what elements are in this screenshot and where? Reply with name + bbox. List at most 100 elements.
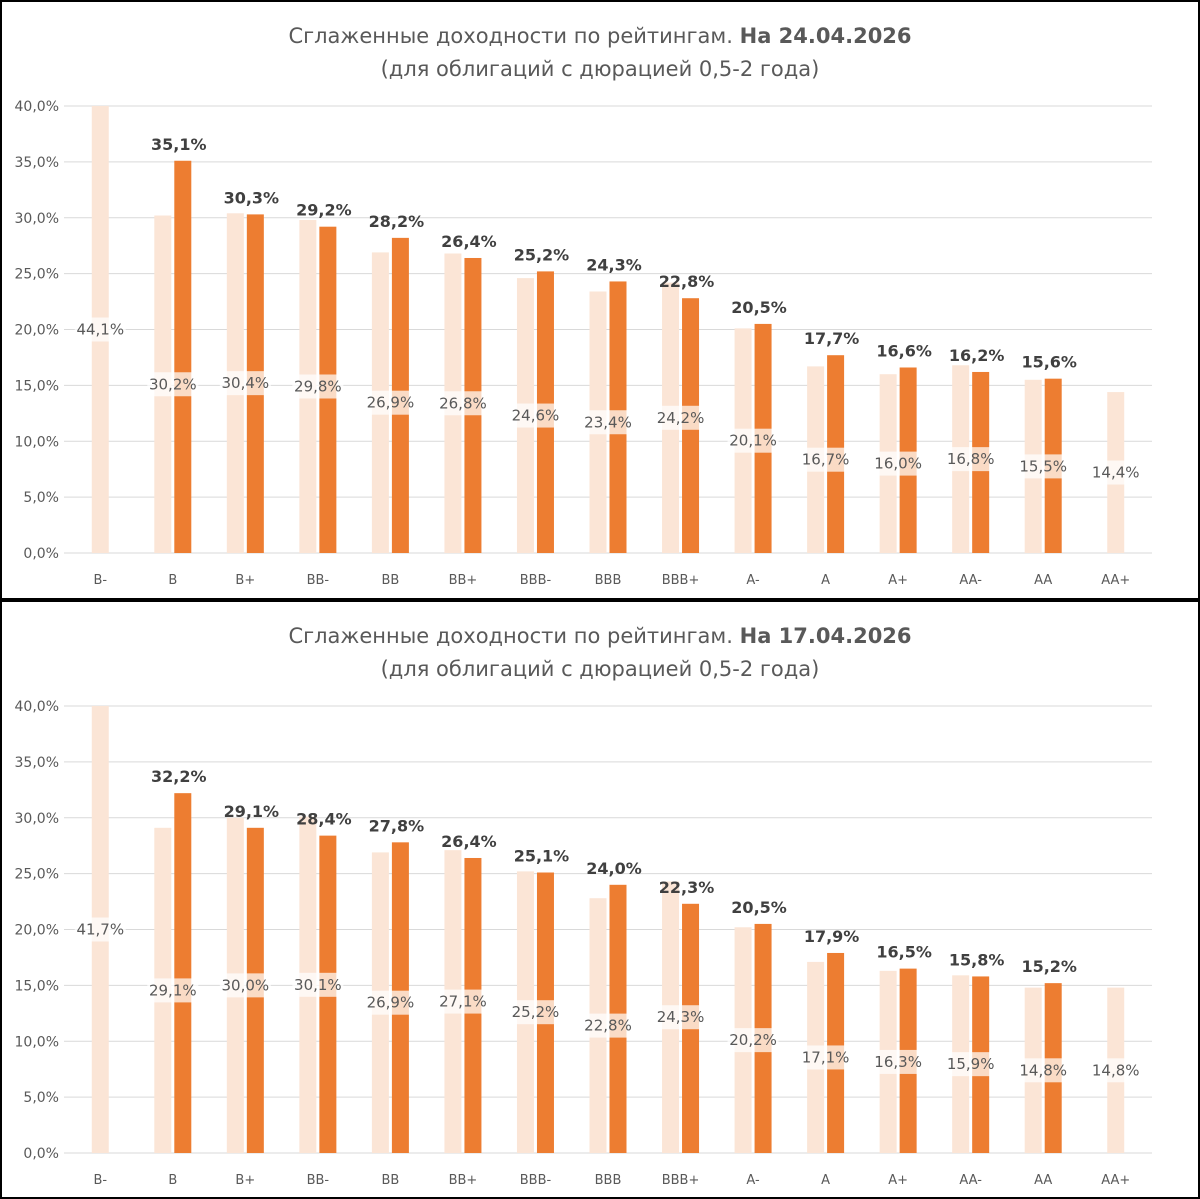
previous-value-label: 17,1% [802, 1048, 850, 1066]
y-tick-label: 20,0% [15, 923, 59, 939]
previous-value-label: 20,1% [729, 432, 777, 450]
x-tick-label: AA+ [1101, 1173, 1130, 1188]
x-tick-label: AA- [959, 573, 982, 588]
y-tick-label: 15,0% [15, 378, 59, 394]
previous-value-label: 26,8% [439, 394, 487, 412]
bar-current [174, 793, 192, 1153]
bar-current [174, 160, 192, 553]
x-tick-label: A [821, 573, 830, 588]
x-tick-label: AA+ [1101, 573, 1130, 588]
previous-label-background [945, 447, 997, 472]
bar-chart-bottom: 0,0% 5,0% 10,0% 15,0% 20,0% 25,0% 30,0% 35,0% 40… [15, 699, 1152, 1188]
x-tick-label: B [168, 573, 177, 588]
y-tick-label: 0,0% [23, 1146, 59, 1162]
y-tick-label: 20,0% [15, 323, 59, 339]
y-tick-label: 5,0% [23, 1090, 59, 1106]
previous-value-label: 29,8% [294, 377, 342, 395]
y-tick-label: 0,0% [23, 546, 59, 562]
previous-label-background [509, 1000, 561, 1025]
chart-title: Сглаженные доходности по рейтингам. На 2… [2, 20, 1198, 53]
chart-subtitle: (для облигаций с дюрацией 0,5-2 года) [380, 657, 820, 681]
previous-label-background [655, 405, 707, 430]
chart-title-block: Сглаженные доходности по рейтингам. На 2… [2, 20, 1198, 86]
previous-label-background [727, 428, 779, 453]
previous-value-label: 15,5% [1019, 457, 1067, 475]
x-tick-label: BB [381, 573, 399, 588]
previous-label-background [437, 989, 489, 1014]
x-tick-label: A- [746, 573, 760, 588]
current-value-label: 20,5% [731, 898, 787, 917]
previous-label-background [945, 1052, 997, 1077]
current-value-label: 28,4% [296, 810, 352, 829]
previous-label-background [800, 447, 852, 472]
x-tick-label: BB- [307, 1173, 330, 1188]
previous-value-label: 14,8% [1019, 1061, 1067, 1079]
x-tick-label: BBB+ [662, 1173, 700, 1188]
x-tick-label: BB [381, 1173, 399, 1188]
previous-label-background [364, 390, 416, 415]
previous-label-background [1090, 1058, 1142, 1083]
previous-value-label: 16,7% [802, 451, 850, 469]
previous-value-label: 26,9% [367, 394, 415, 412]
y-tick-label: 5,0% [23, 490, 59, 506]
x-tick-label: BBB- [520, 1173, 552, 1188]
previous-label-background [800, 1045, 852, 1070]
y-tick-label: 40,0% [15, 99, 59, 115]
y-tick-label: 15,0% [15, 978, 59, 994]
previous-label-background [437, 391, 489, 416]
previous-label-background [74, 917, 126, 942]
previous-value-label: 24,3% [657, 1008, 705, 1026]
current-value-label: 26,4% [441, 832, 497, 851]
current-value-label: 32,2% [151, 767, 207, 786]
chart-subtitle: (для облигаций с дюрацией 0,5-2 года) [380, 57, 820, 81]
previous-label-background [727, 1028, 779, 1053]
previous-value-label: 23,4% [584, 413, 632, 431]
chart-title-date: На 24.04.2026 [739, 24, 912, 48]
chart-panel-bottom: Сглаженные доходности по рейтингам. На 1… [0, 600, 1200, 1199]
y-tick-label: 10,0% [15, 1034, 59, 1050]
chart-panel-top: Сглаженные доходности по рейтингам. На 2… [0, 0, 1200, 600]
current-value-label: 24,3% [586, 255, 642, 274]
x-tick-label: BB+ [449, 573, 478, 588]
y-tick-label: 35,0% [15, 155, 59, 171]
current-value-label: 28,2% [369, 212, 425, 231]
previous-value-label: 16,8% [947, 450, 995, 468]
y-tick-label: 10,0% [15, 434, 59, 450]
x-tick-label: B [168, 1173, 177, 1188]
current-value-label: 25,2% [514, 245, 570, 264]
current-value-label: 22,3% [659, 878, 715, 897]
previous-value-label: 24,2% [657, 409, 705, 427]
current-value-label: 16,5% [876, 943, 932, 962]
previous-label-background [1017, 454, 1069, 479]
current-value-label: 24,0% [586, 859, 642, 878]
y-tick-label: 35,0% [15, 755, 59, 771]
current-value-label: 26,4% [441, 232, 497, 251]
current-value-label: 25,1% [514, 847, 570, 866]
x-tick-label: BB+ [449, 1173, 478, 1188]
y-tick-label: 30,0% [15, 811, 59, 827]
chart-title-main: Сглаженные доходности по рейтингам. [288, 24, 733, 48]
previous-value-label: 15,9% [947, 1055, 995, 1073]
chart-title-block: Сглаженные доходности по рейтингам. На 1… [2, 620, 1198, 686]
previous-value-label: 29,1% [149, 981, 197, 999]
current-value-label: 27,8% [369, 816, 425, 835]
bar-chart-top: 0,0% 5,0% 10,0% 15,0% 20,0% 25,0% 30,0% 35,0% 40… [15, 99, 1152, 588]
current-value-label: 22,8% [659, 272, 715, 291]
previous-value-label: 20,2% [729, 1031, 777, 1049]
previous-label-background [655, 1005, 707, 1030]
current-value-label: 17,7% [804, 329, 860, 348]
y-tick-label: 25,0% [15, 867, 59, 883]
current-value-label: 30,3% [224, 188, 280, 207]
chart-title-date: На 17.04.2026 [739, 624, 912, 648]
previous-label-background [1017, 1058, 1069, 1083]
previous-value-label: 41,7% [76, 921, 124, 939]
previous-label-background [292, 374, 344, 399]
previous-value-label: 24,6% [512, 407, 560, 425]
previous-value-label: 22,8% [584, 1017, 632, 1035]
previous-label-background [872, 1049, 924, 1074]
previous-value-label: 44,1% [76, 321, 124, 339]
previous-value-label: 14,8% [1092, 1061, 1140, 1079]
x-tick-label: B- [93, 1173, 107, 1188]
previous-label-background [74, 317, 126, 342]
x-tick-label: B- [93, 573, 107, 588]
